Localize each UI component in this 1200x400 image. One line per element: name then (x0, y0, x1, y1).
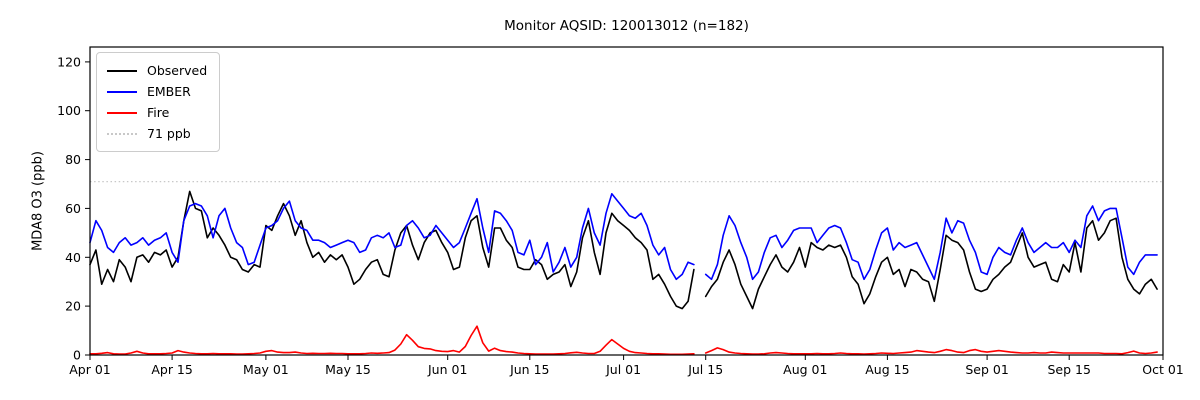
y-tick-label: 100 (57, 103, 81, 118)
y-tick-label: 60 (65, 201, 81, 216)
legend-line-sample (107, 132, 137, 135)
legend-item-71-ppb: 71 ppb (107, 123, 207, 144)
x-tick-label: Sep 01 (965, 362, 1008, 377)
legend-line-sample (107, 90, 137, 93)
legend-item-fire: Fire (107, 102, 207, 123)
x-tick-label: May 01 (243, 362, 289, 377)
x-tick-label: Apr 15 (151, 362, 193, 377)
plot-border (89, 46, 1164, 356)
legend-label: Observed (147, 63, 208, 78)
x-tick-label: May 15 (325, 362, 371, 377)
x-tick-label: Oct 01 (1142, 362, 1184, 377)
legend-label: 71 ppb (147, 126, 191, 141)
ember-line (89, 193, 1158, 281)
x-tick-label: Aug 15 (865, 362, 909, 377)
legend-line-sample (107, 111, 137, 114)
legend-item-observed: Observed (107, 60, 207, 81)
legend-label: EMBER (147, 84, 191, 99)
chart-title: Monitor AQSID: 120013012 (n=182) (504, 18, 749, 34)
x-tick-label: Aug 01 (783, 362, 827, 377)
legend: Observed EMBER Fire 71 ppb (96, 52, 221, 152)
x-tick-label: Jul 01 (605, 362, 641, 377)
y-tick-label: 0 (73, 348, 81, 363)
x-tick-label: Sep 15 (1047, 362, 1090, 377)
y-tick-label: 20 (65, 299, 81, 314)
y-tick-label: 120 (57, 54, 81, 69)
fire-line (89, 325, 1158, 356)
observed-line (89, 190, 1158, 310)
legend-item-ember: EMBER (107, 81, 207, 102)
x-tick-label: Jun 01 (427, 362, 467, 377)
legend-label: Fire (147, 105, 170, 120)
y-tick-label: 80 (65, 152, 81, 167)
x-tick-label: Jul 15 (687, 362, 723, 377)
x-tick-label: Jun 15 (509, 362, 549, 377)
y-tick-label: 40 (65, 250, 81, 265)
x-tick-label: Apr 01 (69, 362, 111, 377)
legend-line-sample (107, 69, 137, 72)
